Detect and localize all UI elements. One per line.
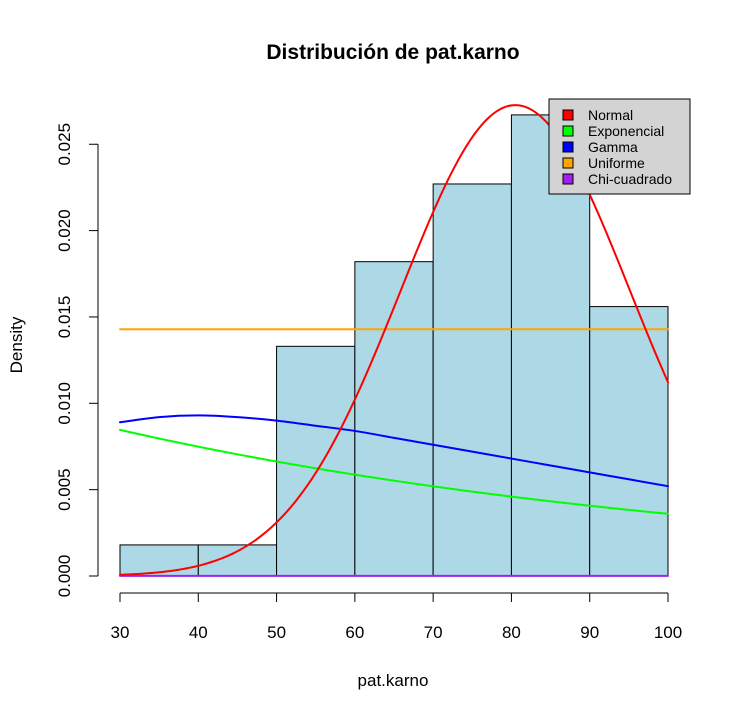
histogram-bar-4 bbox=[354, 261, 434, 577]
x-tick-label: 30 bbox=[111, 623, 130, 642]
legend-label-normal: Normal bbox=[588, 107, 633, 123]
x-tick-label: 60 bbox=[345, 623, 364, 642]
curve-exponencial bbox=[119, 428, 669, 515]
histogram-bar-2 bbox=[197, 544, 278, 577]
histogram-bar-7 bbox=[589, 306, 669, 577]
legend-label-exponencial: Exponencial bbox=[588, 123, 664, 139]
x-axis-label: pat.karno bbox=[358, 671, 429, 690]
histogram-bar-5 bbox=[432, 183, 512, 577]
y-tick-label: 0.020 bbox=[55, 209, 74, 252]
x-axis: 30 40 50 60 70 80 90 100 bbox=[111, 592, 682, 642]
histogram-bar-1 bbox=[119, 544, 199, 577]
curve-gamma bbox=[119, 414, 669, 488]
legend-label-uniforme: Uniforme bbox=[588, 155, 645, 171]
y-tick-label: 0.000 bbox=[55, 555, 74, 598]
x-tick-label: 50 bbox=[267, 623, 286, 642]
x-tick-label: 90 bbox=[580, 623, 599, 642]
x-tick-label: 40 bbox=[189, 623, 208, 642]
legend-swatch-uniforme bbox=[562, 157, 574, 169]
y-axis-label: Density bbox=[7, 316, 26, 373]
legend-swatch-gamma bbox=[562, 141, 574, 153]
x-tick-label: 80 bbox=[502, 623, 521, 642]
legend: NormalExponencialGammaUniformeChi-cuadra… bbox=[548, 98, 691, 195]
chart-title: Distribución de pat.karno bbox=[266, 41, 519, 64]
y-tick-label: 0.005 bbox=[55, 468, 74, 511]
y-tick-label: 0.015 bbox=[55, 296, 74, 339]
y-axis: 0.000 0.005 0.010 0.015 0.020 0.025 bbox=[55, 123, 99, 598]
legend-swatch-normal bbox=[562, 109, 574, 121]
legend-swatch-chi-cuadrado bbox=[562, 173, 574, 185]
legend-label-chi-cuadrado: Chi-cuadrado bbox=[588, 171, 672, 187]
histogram-bar-3 bbox=[276, 345, 356, 577]
y-tick-label: 0.010 bbox=[55, 382, 74, 425]
legend-label-gamma: Gamma bbox=[588, 139, 638, 155]
x-tick-label: 100 bbox=[654, 623, 682, 642]
legend-swatch-exponencial bbox=[562, 125, 574, 137]
x-tick-label: 70 bbox=[424, 623, 443, 642]
density-curves bbox=[119, 104, 669, 577]
y-tick-label: 0.025 bbox=[55, 123, 74, 166]
